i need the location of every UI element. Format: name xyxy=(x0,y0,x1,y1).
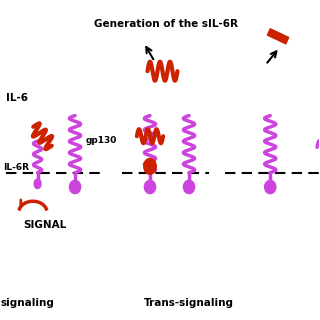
Text: gp130: gp130 xyxy=(86,136,117,145)
Text: SIGNAL: SIGNAL xyxy=(24,220,67,230)
Text: Trans-signaling: Trans-signaling xyxy=(144,298,234,308)
Ellipse shape xyxy=(183,180,195,194)
Ellipse shape xyxy=(144,180,156,194)
Text: IL-6R: IL-6R xyxy=(3,163,29,172)
Text: IL-6: IL-6 xyxy=(6,93,28,103)
Text: Generation of the sIL-6R: Generation of the sIL-6R xyxy=(94,19,238,29)
Polygon shape xyxy=(268,29,289,44)
Ellipse shape xyxy=(265,180,276,194)
Ellipse shape xyxy=(34,179,41,188)
Ellipse shape xyxy=(144,158,156,174)
Ellipse shape xyxy=(69,180,81,194)
Text: signaling: signaling xyxy=(0,298,54,308)
